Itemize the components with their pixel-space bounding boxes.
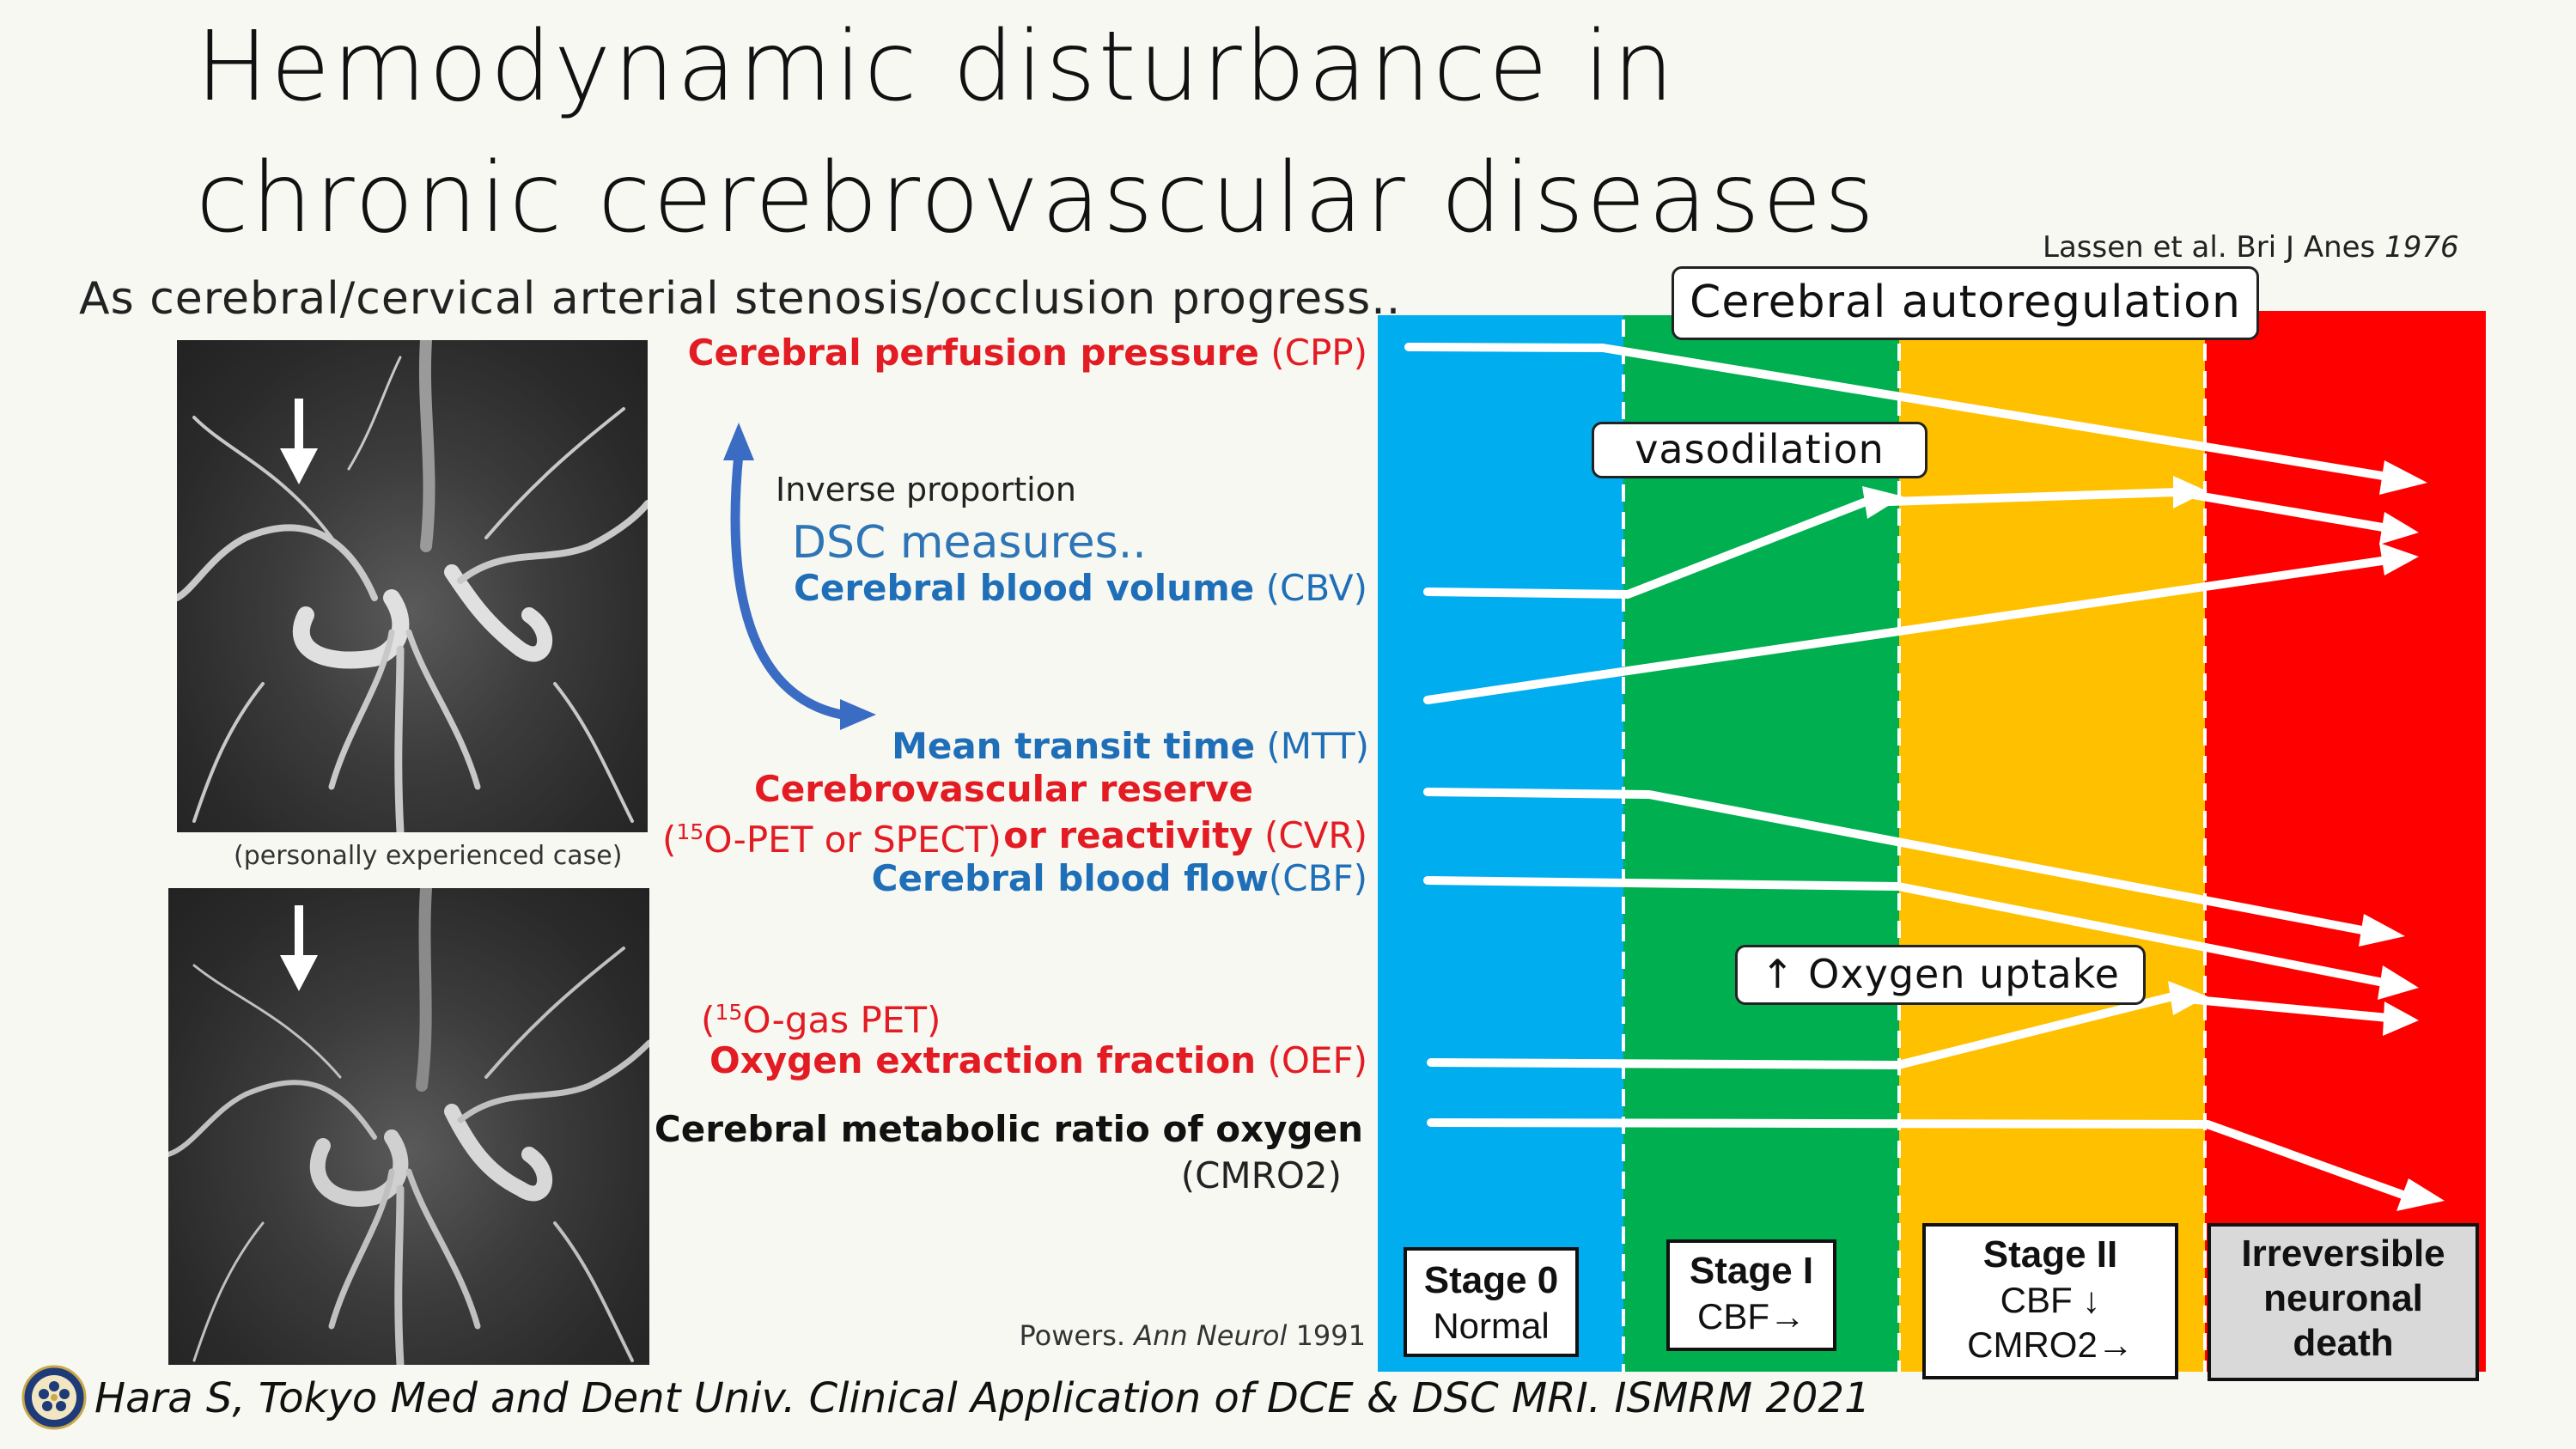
gas-pet-label: (15O-gas PET) xyxy=(701,999,941,1041)
stage-zone-3 xyxy=(2205,311,2486,1372)
oxygen-uptake-label: ↑ Oxygen uptake xyxy=(1735,945,2146,1005)
stage-2-desc1: CBF ↓ xyxy=(2000,1280,2101,1320)
stage-1-name: Stage I xyxy=(1689,1250,1814,1292)
param-cbv-abbr: (CBV) xyxy=(1254,567,1367,609)
stage-3-name2: neuronal xyxy=(2263,1277,2423,1319)
param-oef: Oxygen extraction fraction (OEF) xyxy=(709,1039,1367,1081)
param-cpp-name: Cerebral perfusion pressure xyxy=(687,332,1259,374)
stage-zone-0 xyxy=(1378,315,1623,1372)
vasodilation-label: vasodilation xyxy=(1592,422,1927,478)
stage-0-desc: Normal xyxy=(1433,1306,1550,1346)
title-line-2: chronic cerebrovascular diseases xyxy=(196,143,1878,254)
stage-box-1: Stage I CBF→ xyxy=(1666,1239,1836,1351)
title-line-1: Hemodynamic disturbance in xyxy=(196,11,1677,123)
dsc-measures-label: DSC measures.. xyxy=(792,517,1147,569)
stage-3-name1: Irreversible xyxy=(2241,1233,2445,1275)
arrowhead-oef-up xyxy=(2168,981,2208,1015)
vessel-illustration-bottom xyxy=(168,888,649,1365)
trend-line-cbv xyxy=(1423,488,2392,599)
param-oef-abbr: (OEF) xyxy=(1256,1039,1367,1081)
param-cpp: Cerebral perfusion pressure (CPP) xyxy=(688,332,1367,374)
trend-line-oef-late xyxy=(2173,994,2392,1022)
param-cvr-line1: Cerebrovascular reserve xyxy=(754,768,1253,810)
vessel-illustration-top xyxy=(177,340,648,832)
param-cbv: Cerebral blood volume (CBV) xyxy=(794,567,1367,609)
gas-pet-text: O-gas PET) xyxy=(742,999,941,1041)
stage-3-name3: death xyxy=(2293,1322,2394,1364)
autoregulation-text: Cerebral autoregulation xyxy=(1690,277,2241,328)
citation-lassen-text: Lassen et al. Bri J Anes xyxy=(2043,230,2385,265)
trend-line-cvr xyxy=(1423,788,2366,935)
trend-line-mtt xyxy=(1423,556,2392,704)
arrowhead-mtt xyxy=(2379,543,2419,575)
inverse-proportion-arrow xyxy=(723,423,876,730)
arrow-down-icon xyxy=(280,399,318,484)
stage-box-3: Irreversible neuronal death xyxy=(2208,1223,2479,1381)
trend-line-cmro2 xyxy=(1427,1118,2409,1200)
footer-citation: Hara S, Tokyo Med and Dent Univ. Clinica… xyxy=(94,1374,1871,1422)
param-cvr-name1: Cerebrovascular reserve xyxy=(754,768,1253,810)
arrowhead-cbv xyxy=(2379,512,2419,545)
param-cvr-name2: or reactivity xyxy=(1003,814,1253,856)
param-mtt-name: Mean transit time xyxy=(892,725,1256,767)
arrowhead-cvr xyxy=(2359,914,2405,947)
pet-spect-label: (15O-PET or SPECT) xyxy=(662,819,1002,861)
param-cmro2-name: Cerebral metabolic ratio of oxygen xyxy=(654,1108,1363,1150)
arrowhead-cbv-mid xyxy=(2173,476,2208,508)
param-mtt-abbr: (MTT) xyxy=(1255,725,1369,767)
arrowhead-cbv-up xyxy=(1862,486,1903,519)
oxygen-uptake-text: ↑ Oxygen uptake xyxy=(1761,951,2120,997)
arrow-down-icon xyxy=(280,905,318,991)
trend-line-oef xyxy=(1427,992,2177,1069)
university-logo xyxy=(21,1365,87,1430)
trend-line-cpp xyxy=(1404,343,2392,481)
pet-spect-text: O-PET or SPECT) xyxy=(703,819,1002,861)
citation-powers-prefix: Powers. xyxy=(1019,1319,1135,1352)
arrowhead-oef xyxy=(2383,1002,2419,1036)
stage-1-desc: CBF→ xyxy=(1697,1296,1806,1336)
arrowhead-cbf xyxy=(2378,965,2419,1000)
param-cbf: Cerebral blood flow(CBF) xyxy=(872,857,1367,899)
param-cbv-name: Cerebral blood volume xyxy=(794,567,1255,609)
stage-0-name: Stage 0 xyxy=(1423,1259,1559,1301)
param-cvr-abbr: (CVR) xyxy=(1252,814,1367,856)
stage-2-name: Stage II xyxy=(1982,1233,2118,1275)
param-cbf-abbr: (CBF) xyxy=(1268,857,1367,899)
citation-powers-journal: Ann Neurol xyxy=(1134,1319,1288,1352)
inverse-proportion-label: Inverse proportion xyxy=(776,471,1076,508)
param-cmro2-abbr: (CMRO2) xyxy=(1180,1154,1342,1196)
citation-powers: Powers. Ann Neurol 1991 xyxy=(1019,1319,1366,1352)
param-cvr-line2: or reactivity (CVR) xyxy=(1003,814,1367,856)
param-oef-name: Oxygen extraction fraction xyxy=(709,1039,1257,1081)
autoregulation-label: Cerebral autoregulation xyxy=(1672,266,2259,340)
stage-zone-1 xyxy=(1623,315,1899,1372)
arrowhead-cmro2 xyxy=(2396,1178,2445,1211)
stage-2-desc2: CMRO2→ xyxy=(1967,1324,2134,1365)
param-cbf-name: Cerebral blood flow xyxy=(871,857,1269,899)
stage-box-0: Stage 0 Normal xyxy=(1404,1247,1579,1357)
gas-pet-sup: 15 xyxy=(715,1000,743,1025)
pet-spect-sup: 15 xyxy=(676,819,704,844)
image-caption: (personally experienced case) xyxy=(234,841,623,871)
param-mtt: Mean transit time (MTT) xyxy=(892,725,1369,767)
subtitle: As cerebral/cervical arterial stenosis/o… xyxy=(79,273,1402,325)
citation-lassen-year: 1976 xyxy=(2384,230,2459,265)
citation-powers-year: 1991 xyxy=(1287,1319,1366,1352)
vasodilation-text: vasodilation xyxy=(1635,426,1885,472)
mra-image-bottom xyxy=(168,888,649,1365)
param-cpp-abbr: (CPP) xyxy=(1258,332,1367,374)
arrowhead-cpp xyxy=(2379,460,2427,495)
mra-image-top xyxy=(177,340,648,832)
citation-lassen: Lassen et al. Bri J Anes 1976 xyxy=(2043,230,2459,265)
stage-box-2: Stage II CBF ↓ CMRO2→ xyxy=(1922,1223,2178,1379)
trend-line-cbf xyxy=(1423,876,2392,988)
